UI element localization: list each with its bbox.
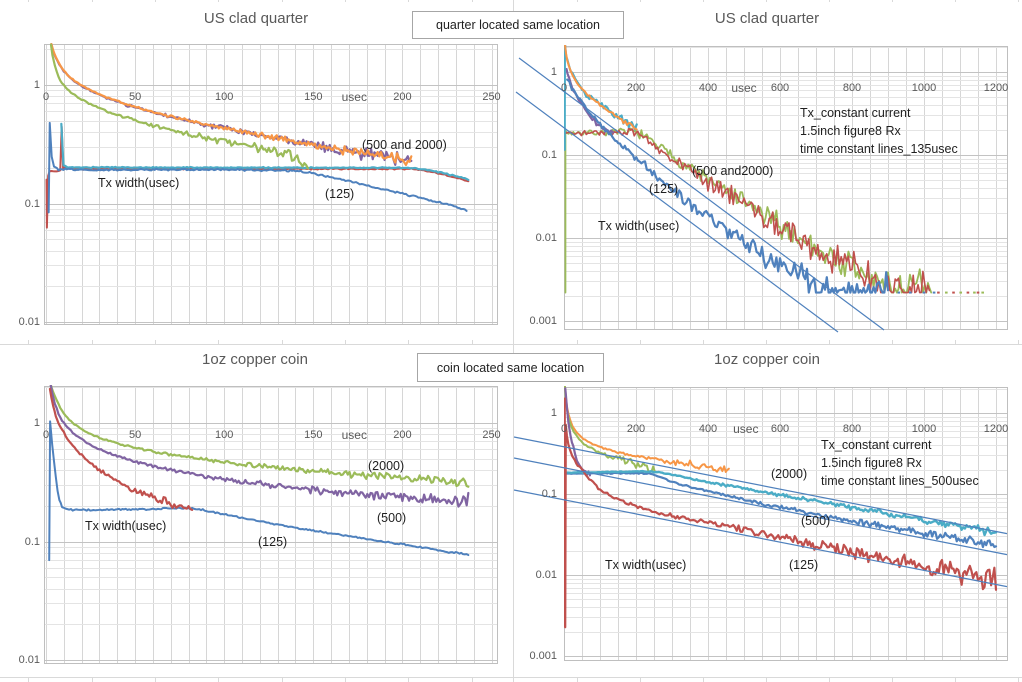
time-constant-line xyxy=(513,489,1008,588)
time-constant-line xyxy=(513,457,1008,556)
series-tx500-purple xyxy=(49,385,470,508)
series-tx125-blue xyxy=(566,78,890,294)
chart-coin-short[interactable] xyxy=(2,345,510,677)
series-tx2000-green xyxy=(49,385,470,488)
time-constant-line xyxy=(515,91,839,333)
series-early-orange xyxy=(564,45,638,131)
series-tx2000-cyan xyxy=(564,469,998,537)
series-early-green xyxy=(564,386,656,473)
series-tail-red xyxy=(565,127,931,294)
series-tx125-blue xyxy=(47,121,468,214)
series-early-orange xyxy=(564,386,730,473)
series-tx500-flat-cyan xyxy=(60,122,470,182)
chart-coin-long[interactable] xyxy=(513,345,1020,677)
series-tail-green xyxy=(564,127,933,294)
series-decay-red xyxy=(48,387,194,511)
series-decay-green xyxy=(49,43,310,170)
time-constant-line xyxy=(518,57,885,331)
chart-quarter-long[interactable] xyxy=(515,2,1020,340)
series-tx500-blue xyxy=(564,471,998,549)
series-tx125-red xyxy=(564,397,998,629)
series-tx125-blue xyxy=(48,420,470,562)
time-constant-line xyxy=(513,436,1008,535)
chart-quarter-short[interactable] xyxy=(2,2,510,340)
series-decay-orange xyxy=(50,43,413,167)
